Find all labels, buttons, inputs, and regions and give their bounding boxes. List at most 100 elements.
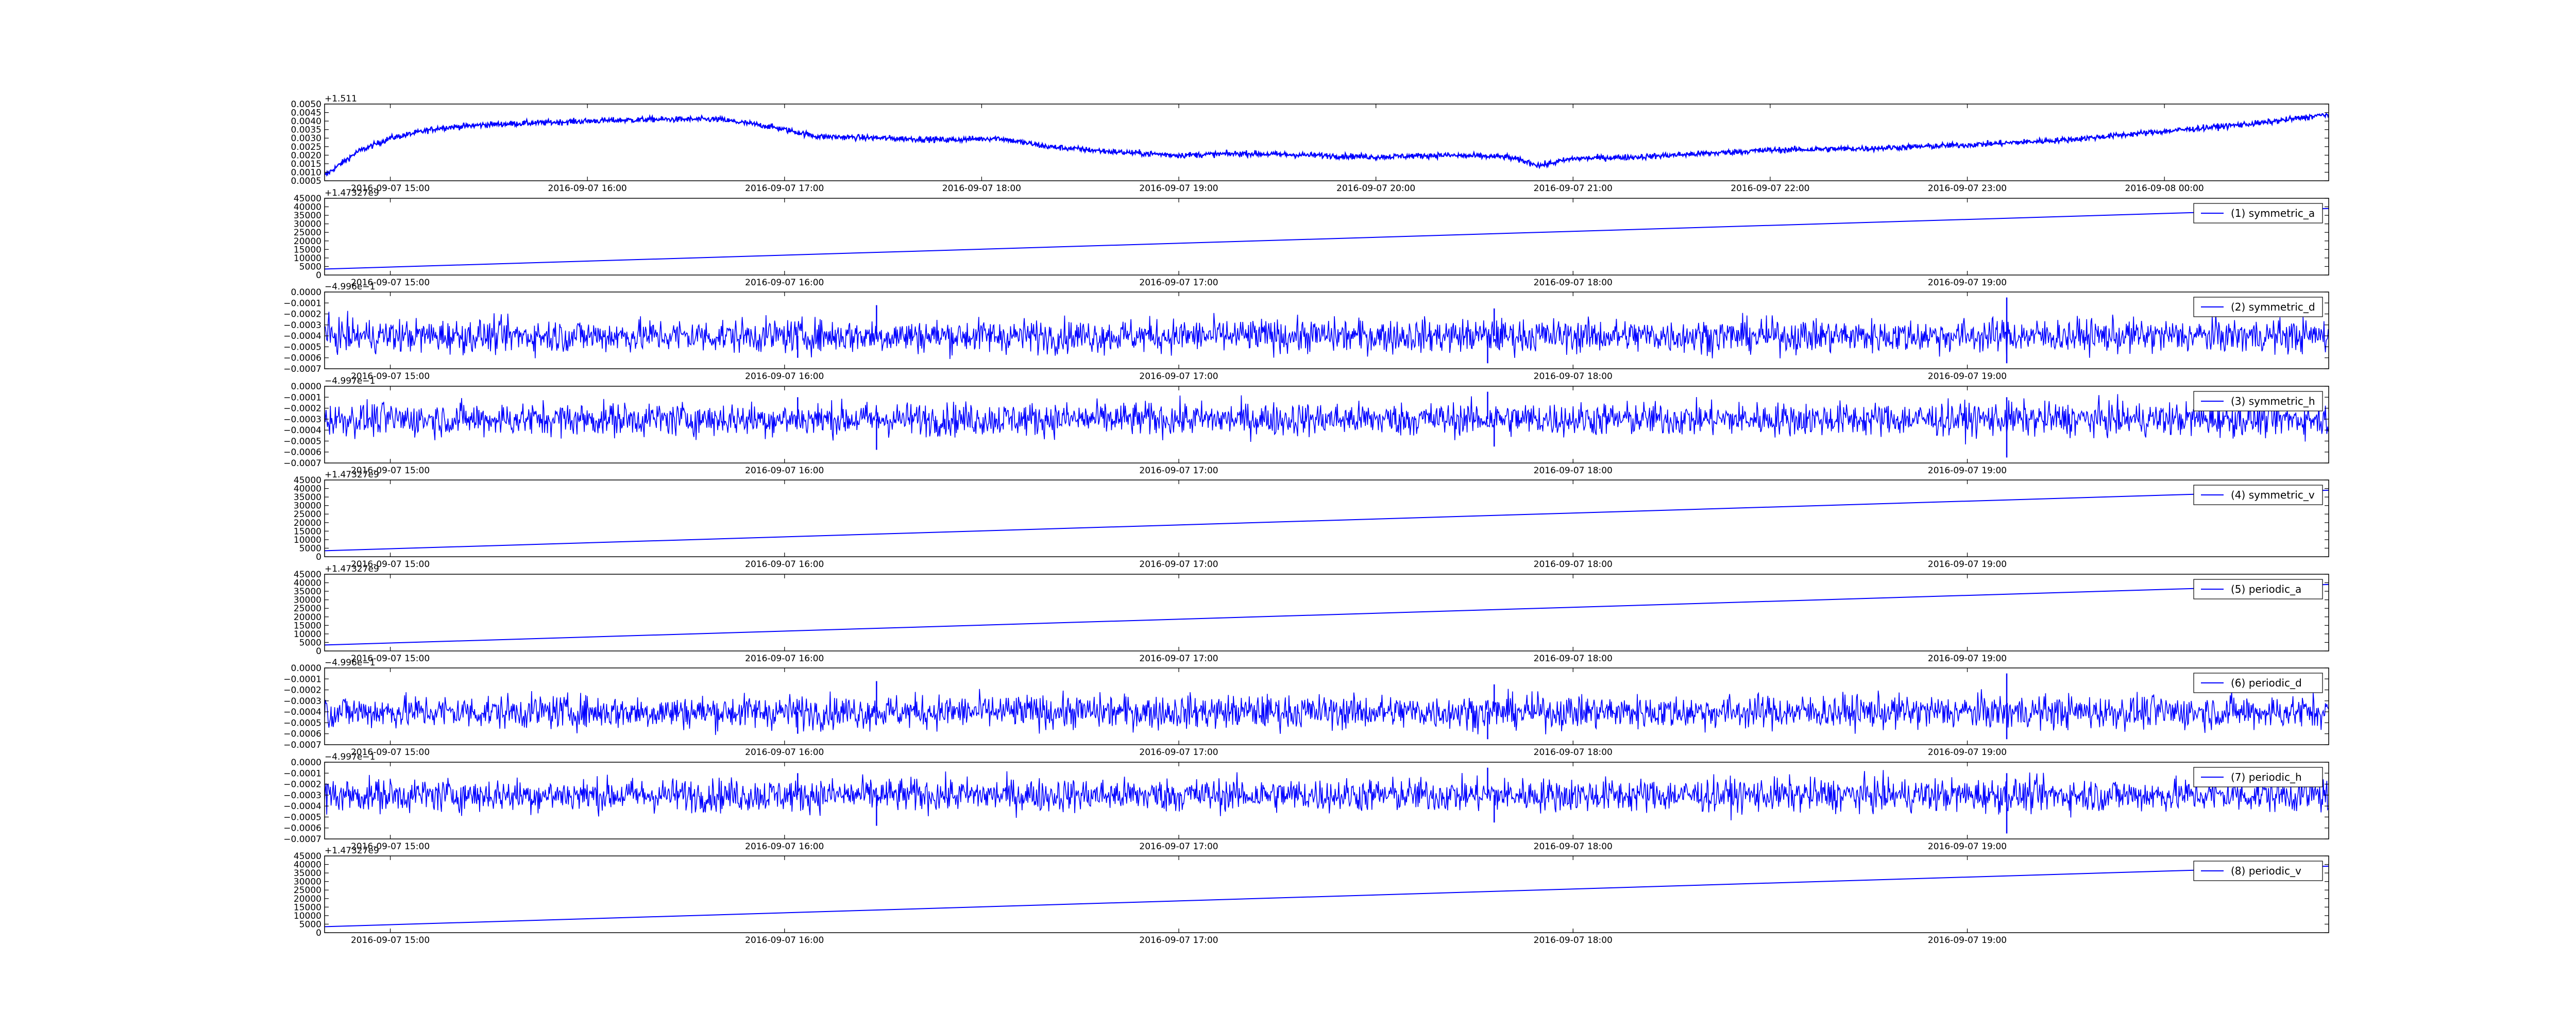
y-tick-label: −0.0004	[283, 707, 321, 717]
legend-label: (6) periodic_d	[2231, 677, 2302, 689]
axis-offset-label: −4.996e−1	[325, 282, 375, 292]
y-tick-label: 35000	[294, 587, 321, 597]
y-tick-label: 15000	[294, 902, 321, 913]
legend-label: (1) symmetric_a	[2231, 207, 2315, 219]
y-tick-label: 0.0000	[291, 287, 321, 298]
x-tick-label: 2016-09-07 20:00	[1336, 183, 1415, 194]
x-tick-label: 2016-09-07 18:00	[1534, 842, 1613, 852]
y-tick-label: 20000	[294, 518, 321, 528]
axes-frame	[324, 104, 2329, 181]
x-tick-label: 2016-09-07 18:00	[1534, 466, 1613, 476]
y-tick-label: 0	[316, 646, 321, 657]
y-tick-label: −0.0002	[283, 310, 321, 320]
y-tick-label: 40000	[294, 860, 321, 870]
y-tick-label: 15000	[294, 621, 321, 631]
x-tick-label: 2016-09-07 19:00	[1928, 466, 2007, 476]
legend-label: (8) periodic_v	[2231, 865, 2301, 877]
axes-frame	[324, 291, 2329, 369]
x-tick-label: 2016-09-07 15:00	[351, 466, 430, 476]
y-tick-label: 0.0000	[291, 382, 321, 392]
x-tick-label: 2016-09-07 15:00	[351, 935, 430, 946]
y-tick-label: 35000	[294, 492, 321, 503]
axes-frame	[324, 479, 2329, 557]
legend-label: (2) symmetric_d	[2231, 301, 2315, 313]
legend: (3) symmetric_h	[2193, 391, 2323, 411]
x-tick-label: 2016-09-07 15:00	[351, 654, 430, 664]
y-tick-label: 5000	[299, 919, 321, 930]
y-tick-label: −0.0001	[283, 392, 321, 403]
y-tick-label: 35000	[294, 868, 321, 879]
y-tick-label: −0.0003	[283, 696, 321, 707]
y-tick-label: 30000	[294, 219, 321, 230]
y-tick-label: −0.0001	[283, 768, 321, 779]
x-tick-label: 2016-09-07 15:00	[351, 842, 430, 852]
series-line	[325, 208, 2329, 270]
y-tick-label: 15000	[294, 526, 321, 537]
x-tick-label: 2016-09-07 15:00	[351, 278, 430, 288]
x-tick-label: 2016-09-07 17:00	[1139, 842, 1218, 852]
y-tick-label: 10000	[294, 911, 321, 921]
axis-offset-label: +1.47327e9	[325, 564, 379, 574]
y-tick-label: −0.0005	[283, 812, 321, 822]
y-tick-label: 0.0000	[291, 758, 321, 768]
subplot-8: −0.0007−0.0006−0.0005−0.0004−0.0003−0.00…	[283, 752, 2329, 852]
x-tick-label: 2016-09-07 15:00	[351, 747, 430, 758]
subplot-6: 0500010000150002000025000300003500040000…	[294, 564, 2329, 664]
x-tick-label: 2016-09-07 16:00	[745, 466, 824, 476]
axes-frame	[324, 198, 2329, 276]
subplot-7: −0.0007−0.0006−0.0005−0.0004−0.0003−0.00…	[283, 658, 2329, 758]
y-tick-label: 25000	[294, 885, 321, 896]
y-tick-label: −0.0004	[283, 331, 321, 341]
x-tick-label: 2016-09-07 15:00	[351, 183, 430, 194]
x-tick-label: 2016-09-07 17:00	[1139, 935, 1218, 946]
axes-frame	[324, 762, 2329, 839]
subplot-3: −0.0007−0.0006−0.0005−0.0004−0.0003−0.00…	[283, 282, 2329, 382]
y-tick-label: −0.0002	[283, 404, 321, 414]
y-tick-label: 0.0035	[291, 125, 321, 135]
y-tick-label: 10000	[294, 535, 321, 545]
y-tick-label: 25000	[294, 228, 321, 238]
x-tick-label: 2016-09-07 16:00	[745, 278, 824, 288]
y-tick-label: 0.0025	[291, 142, 321, 152]
series-line	[325, 489, 2329, 552]
y-tick-label: −0.0005	[283, 342, 321, 352]
y-tick-label: 25000	[294, 604, 321, 614]
x-tick-label: 2016-09-07 17:00	[1139, 747, 1218, 758]
axis-offset-label: +1.47327e9	[325, 470, 379, 480]
y-tick-label: 0.0005	[291, 176, 321, 186]
y-tick-label: 0	[316, 552, 321, 562]
subplot-stack: 0.00050.00100.00150.00200.00250.00300.00…	[283, 94, 2329, 946]
x-tick-label: 2016-09-07 19:00	[1928, 278, 2007, 288]
axes-frame	[324, 574, 2329, 651]
axis-offset-label: −4.997e−1	[325, 752, 375, 762]
y-tick-label: −0.0006	[283, 729, 321, 740]
x-tick-label: 2016-09-07 18:00	[942, 183, 1021, 194]
x-tick-label: 2016-09-07 19:00	[1928, 842, 2007, 852]
x-tick-label: 2016-09-07 17:00	[1139, 559, 1218, 570]
x-tick-label: 2016-09-07 16:00	[745, 654, 824, 664]
y-tick-label: −0.0004	[283, 801, 321, 812]
y-tick-label: −0.0006	[283, 353, 321, 364]
y-tick-label: −0.0007	[283, 364, 321, 374]
axis-offset-label: −4.996e−1	[325, 658, 375, 668]
x-tick-label: 2016-09-07 19:00	[1928, 559, 2007, 570]
legend-label: (7) periodic_h	[2231, 771, 2302, 783]
axis-offset-label: −4.997e−1	[325, 376, 375, 386]
y-tick-label: 0	[316, 270, 321, 281]
legend: (8) periodic_v	[2193, 861, 2323, 881]
y-tick-label: −0.0003	[283, 415, 321, 425]
y-tick-label: −0.0007	[283, 458, 321, 469]
y-tick-label: 30000	[294, 501, 321, 511]
y-tick-label: 25000	[294, 509, 321, 520]
x-tick-label: 2016-09-07 18:00	[1534, 654, 1613, 664]
y-tick-label: −0.0007	[283, 834, 321, 845]
x-tick-label: 2016-09-07 16:00	[745, 747, 824, 758]
x-tick-label: 2016-09-07 18:00	[1534, 371, 1613, 382]
x-tick-label: 2016-09-07 18:00	[1534, 935, 1613, 946]
subplot-9: 0500010000150002000025000300003500040000…	[294, 846, 2329, 946]
x-tick-label: 2016-09-07 19:00	[1928, 654, 2007, 664]
x-tick-label: 2016-09-07 16:00	[745, 935, 824, 946]
x-tick-label: 2016-09-07 18:00	[1534, 747, 1613, 758]
